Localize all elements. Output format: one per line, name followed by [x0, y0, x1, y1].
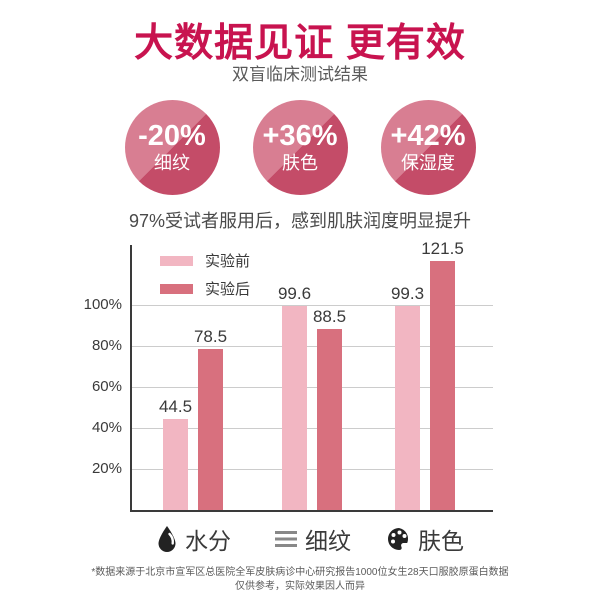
category-text: 水分	[185, 528, 231, 554]
x-axis-line	[130, 510, 493, 512]
footnote-line1: *数据来源于北京市宣军区总医院全军皮肤病诊中心研究报告1000位女生28天口服胶…	[91, 567, 509, 578]
y-axis-tick: 40%	[91, 419, 122, 436]
stat-circle-skin-tone: +36% 肤色	[252, 100, 348, 195]
droplet-icon	[155, 525, 179, 553]
claim-text: 97%受试者服用后，感到肌肤润度明显提升	[128, 211, 472, 231]
gridline	[132, 428, 493, 429]
legend-label-before: 实验前	[205, 253, 251, 270]
palette-icon	[386, 527, 412, 551]
category-label-细纹: 细纹	[273, 522, 351, 556]
y-axis-tick: 80%	[91, 337, 122, 354]
bar-肤色-实验前	[395, 306, 420, 510]
stat-value: +36%	[262, 119, 338, 152]
category-label-肤色: 肤色	[386, 522, 464, 556]
bar-水分-实验前	[163, 418, 188, 510]
bar-细纹-实验前	[282, 305, 307, 510]
legend-item-before: 实验前	[160, 250, 250, 271]
legend-label-after: 实验后	[205, 281, 251, 298]
bar-value-label: 44.5	[158, 396, 193, 416]
stat-label: 保湿度	[401, 152, 455, 173]
bar-chart-plot: 20% 40% 60% 80% 100% 44.5 78.5 水分 99.6 88.5 细纹 99.3…	[83, 239, 515, 557]
stat-circle-moisture: +42% 保湿度	[380, 100, 476, 195]
stat-circle-wrinkles: -20% 细纹	[124, 100, 220, 195]
stat-value: +42%	[390, 119, 466, 152]
legend-swatch-after	[160, 283, 193, 294]
bar-value-label: 99.6	[277, 283, 312, 303]
page-title: 大数据见证 更有效	[134, 22, 466, 65]
footnote: *数据来源于北京市宣军区总医院全军皮肤病诊中心研究报告1000位女生28天口服胶…	[0, 566, 600, 594]
legend-item-after: 实验后	[160, 278, 250, 299]
category-text: 肤色	[418, 528, 464, 554]
gridline	[132, 387, 493, 388]
gridline	[132, 469, 493, 470]
bar-value-label: 88.5	[312, 306, 347, 326]
bar-value-label: 99.3	[390, 284, 425, 304]
bar-肤色-实验后	[430, 260, 455, 510]
gridline	[132, 346, 493, 347]
bar-细纹-实验后	[317, 328, 342, 510]
bar-value-label: 78.5	[193, 327, 228, 347]
bar-水分-实验后	[198, 349, 223, 510]
bar-chart: 实验前 实验后 20% 40% 60% 80% 100% 44.5 78.5 水分 99.6 88…	[83, 239, 515, 557]
stat-label: 肤色	[282, 152, 318, 173]
y-axis-tick: 60%	[91, 378, 122, 395]
bar-value-label: 121.5	[421, 238, 464, 258]
stat-label: 细纹	[154, 152, 190, 173]
stat-value: -20%	[138, 119, 206, 152]
y-axis-tick: 20%	[91, 460, 122, 477]
y-axis-tick: 100%	[83, 296, 122, 313]
footnote-line2: 仅供参考，实际效果因人而异	[235, 581, 365, 592]
page-subtitle: 双盲临床测试结果	[232, 65, 368, 84]
legend-swatch-before	[160, 255, 193, 266]
y-axis-line	[130, 245, 132, 512]
chart-legend: 实验前 实验后	[160, 250, 250, 299]
category-text: 细纹	[305, 528, 351, 554]
stats-row: -20% 细纹 +36% 肤色 +42% 保湿度	[0, 100, 600, 195]
lines-icon	[273, 528, 299, 550]
category-label-水分: 水分	[155, 522, 231, 556]
gridline	[132, 305, 493, 306]
